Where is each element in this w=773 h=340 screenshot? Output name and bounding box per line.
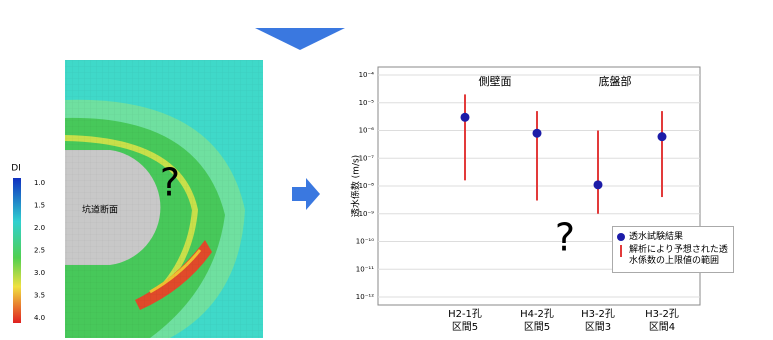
y-tick-label: 10⁻¹¹ (356, 265, 374, 273)
x-tick-label: H3-2孔 (581, 308, 615, 320)
colorbar-label: 2.5 (34, 247, 45, 255)
colorbar-title: DI (11, 164, 21, 174)
section-label: 坑道断面 (82, 204, 118, 216)
annotation: ? (555, 216, 575, 260)
colorbar (13, 178, 21, 323)
y-tick-label: 10⁻¹² (356, 293, 374, 301)
legend-swatch (620, 245, 622, 257)
legend-item: 解析により予想された透水係数の上限値の範囲 (617, 245, 729, 267)
annotation: 側壁面 (479, 74, 512, 88)
colorbar-label: 4.0 (34, 314, 45, 322)
x-tick-label: 区間5 (524, 321, 550, 333)
x-tick-label: 区間4 (649, 321, 675, 333)
legend-item: 透水試験結果 (617, 232, 729, 243)
y-tick-label: 10⁻⁶ (359, 127, 375, 135)
y-tick-label: 10⁻¹⁰ (356, 238, 374, 246)
data-point (657, 132, 667, 142)
colorbar-label: 3.0 (34, 269, 45, 277)
data-point (593, 180, 603, 190)
question-mark: ? (160, 161, 180, 205)
contour-image (64, 60, 263, 339)
legend-label: 透水試験結果 (629, 232, 684, 242)
x-tick-label: 区間5 (452, 321, 478, 333)
y-tick-label: 10⁻⁸ (359, 182, 375, 190)
annotation: 底盤部 (599, 74, 632, 88)
right-arrow (292, 178, 320, 210)
y-tick-label: 10⁻⁹ (359, 210, 375, 218)
legend: 透水試験結果解析により予想された透水係数の上限値の範囲 (612, 226, 734, 273)
colorbar-label: 2.0 (34, 224, 45, 232)
data-point (532, 128, 542, 138)
y-tick-label: 10⁻⁵ (359, 99, 375, 107)
legend-swatch (617, 233, 625, 241)
y-tick-label: 10⁻⁷ (359, 154, 375, 162)
colorbar-label: 1.0 (34, 179, 45, 187)
x-tick-label: 区間3 (585, 321, 611, 333)
x-tick-label: H2-1孔 (448, 308, 482, 320)
colorbar-label: 1.5 (34, 202, 45, 210)
y-tick-label: 10⁻⁴ (359, 71, 375, 79)
x-tick-label: H3-2孔 (645, 308, 679, 320)
data-point (460, 112, 470, 122)
down-arrow (255, 28, 345, 50)
x-tick-label: H4-2孔 (520, 308, 554, 320)
legend-label: 解析により予想された透水係数の上限値の範囲 (629, 245, 728, 266)
colorbar-label: 3.5 (34, 292, 45, 300)
y-axis-label: 透水係数 (m/s) (350, 155, 362, 217)
